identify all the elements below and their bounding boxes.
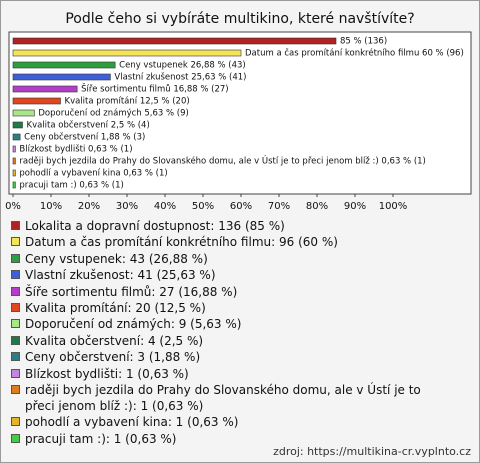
bar xyxy=(12,133,21,141)
legend-item: Vlastní zkušenost: 41 (25,63 %) xyxy=(11,267,451,283)
legend-label: raději bych jezdila do Prahy do Slovansk… xyxy=(25,382,421,413)
bar-label: pohodlí a vybavení kina 0,63 % (1) xyxy=(19,169,167,179)
legend-swatch xyxy=(11,286,20,296)
legend-swatch xyxy=(11,237,20,247)
bar xyxy=(12,181,16,189)
x-tick-label: 90% xyxy=(344,201,366,212)
bar-label: Kvalita promítání 12,5 % (20) xyxy=(65,97,190,107)
legend-swatch xyxy=(11,352,20,362)
bar xyxy=(12,157,16,165)
bar xyxy=(12,61,116,69)
bar xyxy=(12,37,337,45)
bar-label: Ceny občerstvení 1,88 % (3) xyxy=(24,132,145,143)
x-tick-label: 100% xyxy=(379,201,408,212)
legend-label: Vlastní zkušenost: 41 (25,63 %) xyxy=(25,268,216,283)
bar-label: Blízkost bydlišti 0,63 % (1) xyxy=(19,144,132,155)
bar xyxy=(12,85,78,93)
source: zdroj: https://multikina-cr.vyplnto.cz xyxy=(273,445,471,458)
legend-label: Lokalita a dopravní dostupnost: 136 (85 … xyxy=(25,219,285,233)
plot-frame xyxy=(8,31,472,195)
legend-swatch xyxy=(11,384,20,394)
legend-item: Ceny vstupenek: 43 (26,88 %) xyxy=(11,251,451,267)
legend-swatch xyxy=(11,319,20,329)
x-tick-label: 80% xyxy=(306,201,328,212)
legend: Lokalita a dopravní dostupnost: 136 (85 … xyxy=(11,218,451,447)
legend-label: Kvalita občerstvení: 4 (2,5 %) xyxy=(25,333,204,348)
bar xyxy=(12,169,16,177)
legend-swatch xyxy=(11,433,20,443)
legend-item: Blízkost bydlišti: 1 (0,63 %) xyxy=(11,366,451,382)
bar xyxy=(12,97,61,105)
x-tick-label: 50% xyxy=(192,201,214,212)
legend-label: Blízkost bydlišti: 1 (0,63 %) xyxy=(25,366,189,381)
bar xyxy=(12,73,111,81)
x-tick-label: 20% xyxy=(78,201,100,212)
legend-item: raději bych jezdila do Prahy do Slovansk… xyxy=(11,382,451,414)
legend-label: Datum a čas promítání konkrétního filmu:… xyxy=(25,235,338,250)
legend-item: Ceny občerstvení: 3 (1,88 %) xyxy=(11,349,451,365)
legend-label: Ceny občerstvení: 3 (1,88 %) xyxy=(25,350,201,365)
chart: Podle čeho si vybíráte multikino, které … xyxy=(5,11,472,212)
bar xyxy=(12,145,16,153)
legend-swatch xyxy=(11,302,20,312)
legend-item: Šíře sortimentu filmů: 27 (16,88 %) xyxy=(11,284,451,300)
chart-title: Podle čeho si vybíráte multikino, které … xyxy=(65,11,414,27)
bar-label: Šíře sortimentu filmů 16,88 % (27) xyxy=(81,83,228,95)
legend-item: Kvalita promítání: 20 (12,5 %) xyxy=(11,300,451,316)
legend-swatch xyxy=(11,368,20,378)
legend-item: pracuji tam :): 1 (0,63 %) xyxy=(11,431,451,447)
legend-label: Ceny vstupenek: 43 (26,88 %) xyxy=(25,251,208,266)
legend-swatch xyxy=(11,335,20,345)
legend-item: pohodlí a vybavení kina: 1 (0,63 %) xyxy=(11,414,451,430)
legend-swatch xyxy=(11,270,20,280)
bar-label: pracuji tam :) 0,63 % (1) xyxy=(19,181,123,191)
legend-item: Lokalita a dopravní dostupnost: 136 (85 … xyxy=(11,218,451,234)
x-tick-label: 60% xyxy=(230,201,252,212)
legend-item: Doporučení od známých: 9 (5,63 %) xyxy=(11,316,451,332)
x-tick-label: 30% xyxy=(116,201,138,212)
x-tick-label: 0% xyxy=(5,201,21,212)
legend-swatch xyxy=(11,221,20,230)
bar-label: Datum a čas promítání konkrétního filmu … xyxy=(245,48,464,59)
legend-swatch xyxy=(11,253,20,263)
bar xyxy=(12,49,242,57)
legend-item: Datum a čas promítání konkrétního filmu:… xyxy=(11,234,451,250)
x-tick-label: 70% xyxy=(268,201,290,212)
bar-label: raději bych jezdila do Prahy do Slovansk… xyxy=(19,155,426,167)
bar-label: 85 % (136) xyxy=(340,37,387,47)
legend-swatch xyxy=(11,417,20,427)
bar-label: Doporučení od známých 5,63 % (9) xyxy=(38,108,188,119)
legend-label: Doporučení od známých: 9 (5,63 %) xyxy=(25,317,242,332)
legend-label: Kvalita promítání: 20 (12,5 %) xyxy=(25,300,206,315)
bar xyxy=(12,121,23,129)
legend-label: pohodlí a vybavení kina: 1 (0,63 %) xyxy=(25,415,239,430)
legend-label: Šíře sortimentu filmů: 27 (16,88 %) xyxy=(25,284,238,299)
bar-label: Ceny vstupenek 26,88 % (43) xyxy=(119,61,246,71)
bar-label: Vlastní zkušenost 25,63 % (41) xyxy=(114,72,246,83)
x-tick-label: 40% xyxy=(154,201,176,212)
legend-item: Kvalita občerstvení: 4 (2,5 %) xyxy=(11,333,451,349)
x-tick-label: 10% xyxy=(40,201,62,212)
bar-label: Kvalita občerstvení 2,5 % (4) xyxy=(27,120,150,131)
bar xyxy=(12,109,35,117)
legend-label: pracuji tam :): 1 (0,63 %) xyxy=(25,431,177,446)
